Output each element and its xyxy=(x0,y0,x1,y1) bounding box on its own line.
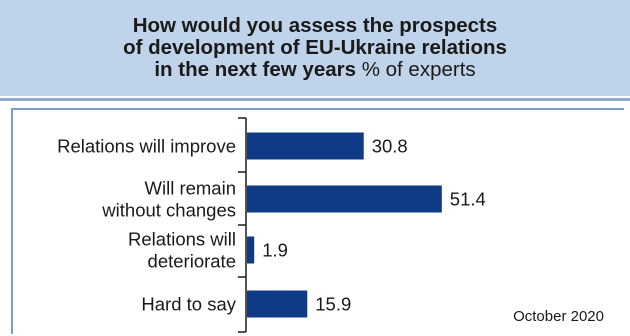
title-divider xyxy=(0,98,630,101)
chart-frame xyxy=(11,108,624,334)
category-label-line: Relations will improve xyxy=(57,136,236,157)
chart-title-band: How would you assess the prospects of de… xyxy=(0,0,630,96)
data-label: 15.9 xyxy=(315,294,351,315)
category-label: Will remain without changes xyxy=(101,178,236,221)
category-label-line: Hard to say xyxy=(141,294,236,315)
chart-title-line-3: in the next few years % of experts xyxy=(154,59,475,81)
data-label: 51.4 xyxy=(450,189,486,210)
bar xyxy=(247,290,308,318)
bar xyxy=(247,132,364,160)
chart-title-line-2: of development of EU-Ukraine relations xyxy=(123,36,507,59)
category-label-line: Will remain xyxy=(145,178,236,199)
bar xyxy=(247,236,255,264)
category-label: Relations will deteriorate xyxy=(128,229,236,272)
category-label-line: deteriorate xyxy=(148,251,236,272)
chart-title-unit: % of experts xyxy=(356,58,476,81)
data-label: 1.9 xyxy=(262,240,288,261)
category-label: Hard to say xyxy=(141,294,236,315)
category-label: Relations will improve xyxy=(57,136,236,157)
chart-title-bold-part: in the next few years xyxy=(154,58,357,81)
category-label-line: Relations will xyxy=(128,229,236,250)
data-label: 30.8 xyxy=(372,136,408,157)
category-label-line: without changes xyxy=(101,200,236,221)
bar xyxy=(247,185,442,213)
chart-title-line-1: How would you assess the prospects xyxy=(132,14,498,37)
date-note: October 2020 xyxy=(513,308,604,325)
